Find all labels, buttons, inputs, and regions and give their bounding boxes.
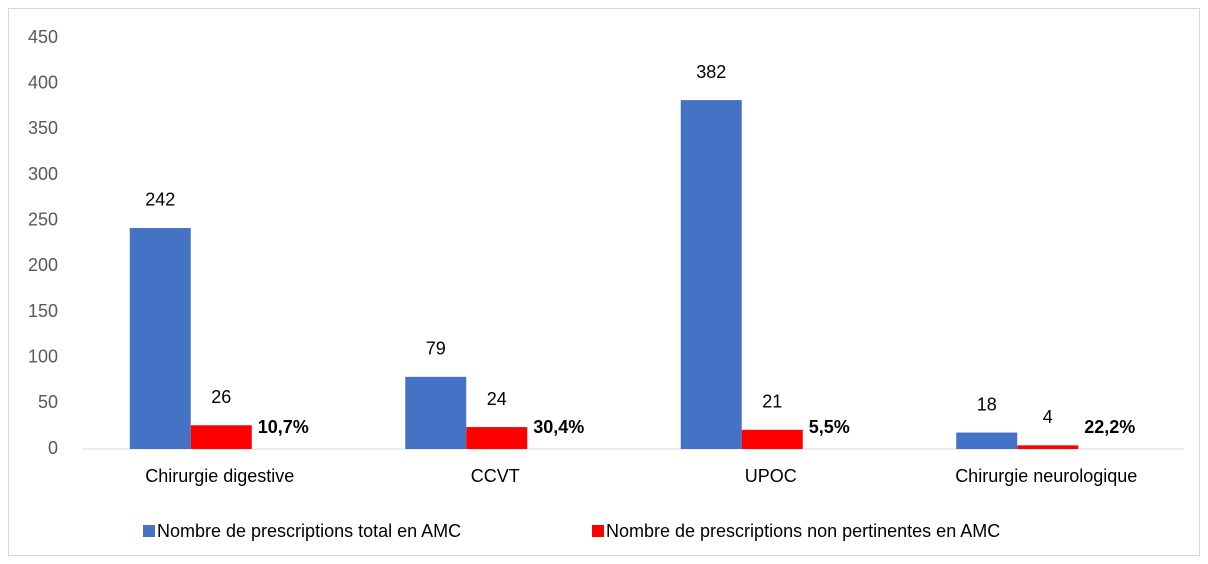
y-tick-label: 0: [48, 438, 58, 458]
x-tick-label: UPOC: [745, 466, 797, 486]
legend-swatch: [592, 525, 604, 537]
annotation: 22,2%: [1084, 417, 1135, 437]
y-tick-label: 200: [28, 255, 58, 275]
annotation: 5,5%: [809, 417, 850, 437]
bar: [190, 425, 252, 449]
annotation: 30,4%: [533, 417, 584, 437]
x-tick-label: CCVT: [471, 466, 520, 486]
legend-label: Nombre de prescriptions total en AMC: [157, 521, 461, 541]
legend-label: Nombre de prescriptions non pertinentes …: [606, 521, 1000, 541]
value-label: 242: [145, 190, 175, 210]
y-tick-label: 400: [28, 72, 58, 92]
legend-swatch: [143, 525, 155, 537]
y-tick-label: 150: [28, 301, 58, 321]
bar: [741, 429, 803, 449]
value-label: 79: [426, 339, 446, 359]
value-label: 26: [211, 387, 231, 407]
value-label: 382: [696, 62, 726, 82]
value-label: 18: [977, 394, 997, 414]
value-label: 21: [762, 392, 782, 412]
y-tick-label: 50: [38, 392, 58, 412]
annotation: 10,7%: [258, 417, 309, 437]
value-label: 4: [1043, 407, 1053, 427]
bar: [466, 427, 528, 449]
chart-frame: [8, 8, 1200, 556]
y-tick-label: 300: [28, 164, 58, 184]
bar: [956, 432, 1018, 449]
value-label: 24: [487, 389, 507, 409]
x-tick-label: Chirurgie neurologique: [955, 466, 1137, 486]
y-tick-label: 250: [28, 209, 58, 229]
bar: [405, 376, 467, 449]
bar: [680, 100, 742, 450]
y-tick-label: 450: [28, 27, 58, 47]
bar: [129, 227, 191, 449]
x-tick-label: Chirurgie digestive: [145, 466, 294, 486]
y-tick-label: 100: [28, 346, 58, 366]
bar: [1017, 445, 1079, 449]
y-tick-label: 350: [28, 118, 58, 138]
